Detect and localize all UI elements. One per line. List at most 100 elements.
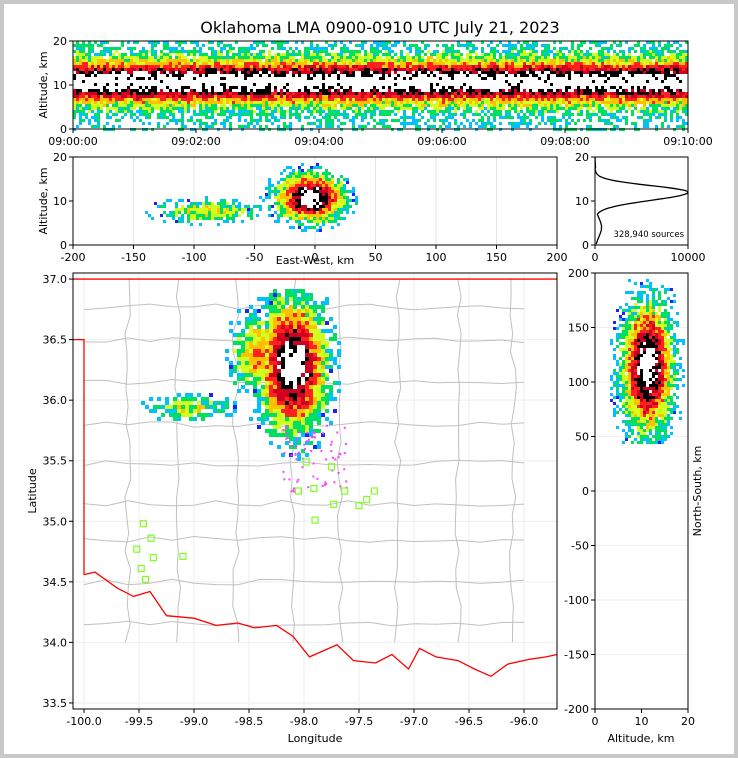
altitude-time-cell xyxy=(361,68,364,71)
altitude-time-cell xyxy=(259,59,262,62)
altitude-time-cell xyxy=(85,89,88,92)
altitude-time-cell xyxy=(601,83,604,86)
altitude-time-cell xyxy=(367,56,370,59)
altitude-time-cell xyxy=(181,107,184,110)
altitude-time-cell xyxy=(580,95,583,98)
altitude-time-cell xyxy=(283,95,286,98)
altitude-time-cell xyxy=(94,119,97,122)
altitude-time-cell xyxy=(505,110,508,113)
altitude-time-cell xyxy=(142,53,145,56)
altitude-time-cell xyxy=(154,74,157,77)
altitude-time-cell xyxy=(562,83,565,86)
altitude-time-cell xyxy=(670,101,673,104)
altitude-time-cell xyxy=(562,95,565,98)
altitude-time-cell xyxy=(670,95,673,98)
altitude-time-cell xyxy=(253,83,256,86)
altitude-time-cell xyxy=(379,74,382,77)
altitude-time-cell xyxy=(433,125,436,128)
altitude-time-cell xyxy=(472,59,475,62)
altitude-time-cell xyxy=(283,113,286,116)
altitude-time-cell xyxy=(115,59,118,62)
altitude-time-cell xyxy=(145,101,148,104)
altitude-time-cell xyxy=(325,101,328,104)
altitude-time-cell xyxy=(412,74,415,77)
altitude-time-cell xyxy=(358,44,361,47)
altitude-time-cell xyxy=(595,77,598,80)
altitude-time-cell xyxy=(601,107,604,110)
altitude-time-cell xyxy=(127,47,130,50)
altitude-time-cell xyxy=(325,107,328,110)
altitude-time-cell xyxy=(91,95,94,98)
altitude-time-cell xyxy=(571,77,574,80)
altitude-east-west-cell xyxy=(316,172,319,175)
altitude-time-cell xyxy=(664,44,667,47)
altitude-time-cell xyxy=(550,104,553,107)
altitude-time-cell xyxy=(496,71,499,74)
altitude-time-cell xyxy=(388,50,391,53)
altitude-time-cell xyxy=(535,74,538,77)
altitude-time-cell xyxy=(547,71,550,74)
altitude-time-cell xyxy=(253,101,256,104)
altitude-time-cell xyxy=(586,77,589,80)
altitude-time-cell xyxy=(115,119,118,122)
altitude-time-cell xyxy=(490,68,493,71)
altitude-time-cell xyxy=(271,116,274,119)
altitude-time-cell xyxy=(511,68,514,71)
altitude-time-cell xyxy=(346,107,349,110)
altitude-time-cell xyxy=(169,80,172,83)
altitude-time-cell xyxy=(409,92,412,95)
altitude-time-cell xyxy=(520,80,523,83)
altitude-east-west-cell xyxy=(301,163,304,166)
altitude-time-cell xyxy=(169,53,172,56)
altitude-time-cell xyxy=(208,95,211,98)
altitude-time-cell xyxy=(160,89,163,92)
altitude-time-cell xyxy=(256,89,259,92)
altitude-time-cell xyxy=(361,65,364,68)
altitude-time-cell xyxy=(415,104,418,107)
altitude-time-cell xyxy=(628,47,631,50)
altitude-time-cell xyxy=(106,80,109,83)
altitude-time-cell xyxy=(253,125,256,128)
altitude-time-cell xyxy=(106,101,109,104)
altitude-time-cell xyxy=(403,77,406,80)
altitude-time-cell xyxy=(487,65,490,68)
altitude-time-cell xyxy=(502,74,505,77)
altitude-time-cell xyxy=(574,68,577,71)
altitude-time-cell xyxy=(670,119,673,122)
altitude-time-cell xyxy=(415,50,418,53)
altitude-time-cell xyxy=(220,83,223,86)
altitude-time-cell xyxy=(619,119,622,122)
altitude-time-cell xyxy=(556,86,559,89)
altitude-time-cell xyxy=(622,86,625,89)
altitude-time-cell xyxy=(124,98,127,101)
altitude-time-cell xyxy=(445,110,448,113)
altitude-time-cell xyxy=(625,56,628,59)
altitude-time-cell xyxy=(193,104,196,107)
altitude-time-cell xyxy=(244,92,247,95)
altitude-time-cell xyxy=(643,65,646,68)
altitude-time-cell xyxy=(517,113,520,116)
altitude-time-cell xyxy=(106,116,109,119)
altitude-time-cell xyxy=(274,86,277,89)
altitude-time-cell xyxy=(91,89,94,92)
altitude-time-cell xyxy=(370,113,373,116)
altitude-time-cell xyxy=(463,116,466,119)
altitude-time-cell xyxy=(163,113,166,116)
altitude-time-cell xyxy=(454,110,457,113)
altitude-time-cell xyxy=(154,71,157,74)
altitude-time-cell xyxy=(337,74,340,77)
altitude-time-cell xyxy=(286,41,289,44)
altitude-time-cell xyxy=(622,50,625,53)
altitude-time-cell xyxy=(388,59,391,62)
altitude-time-cell xyxy=(634,74,637,77)
altitude-time-cell xyxy=(382,104,385,107)
altitude-time-cell xyxy=(79,107,82,110)
altitude-time-cell xyxy=(568,68,571,71)
altitude-time-cell xyxy=(226,80,229,83)
altitude-time-cell xyxy=(403,74,406,77)
altitude-time-cell xyxy=(373,65,376,68)
altitude-time-cell xyxy=(532,59,535,62)
altitude-time-cell xyxy=(376,83,379,86)
altitude-time-cell xyxy=(277,41,280,44)
altitude-time-cell xyxy=(406,122,409,125)
